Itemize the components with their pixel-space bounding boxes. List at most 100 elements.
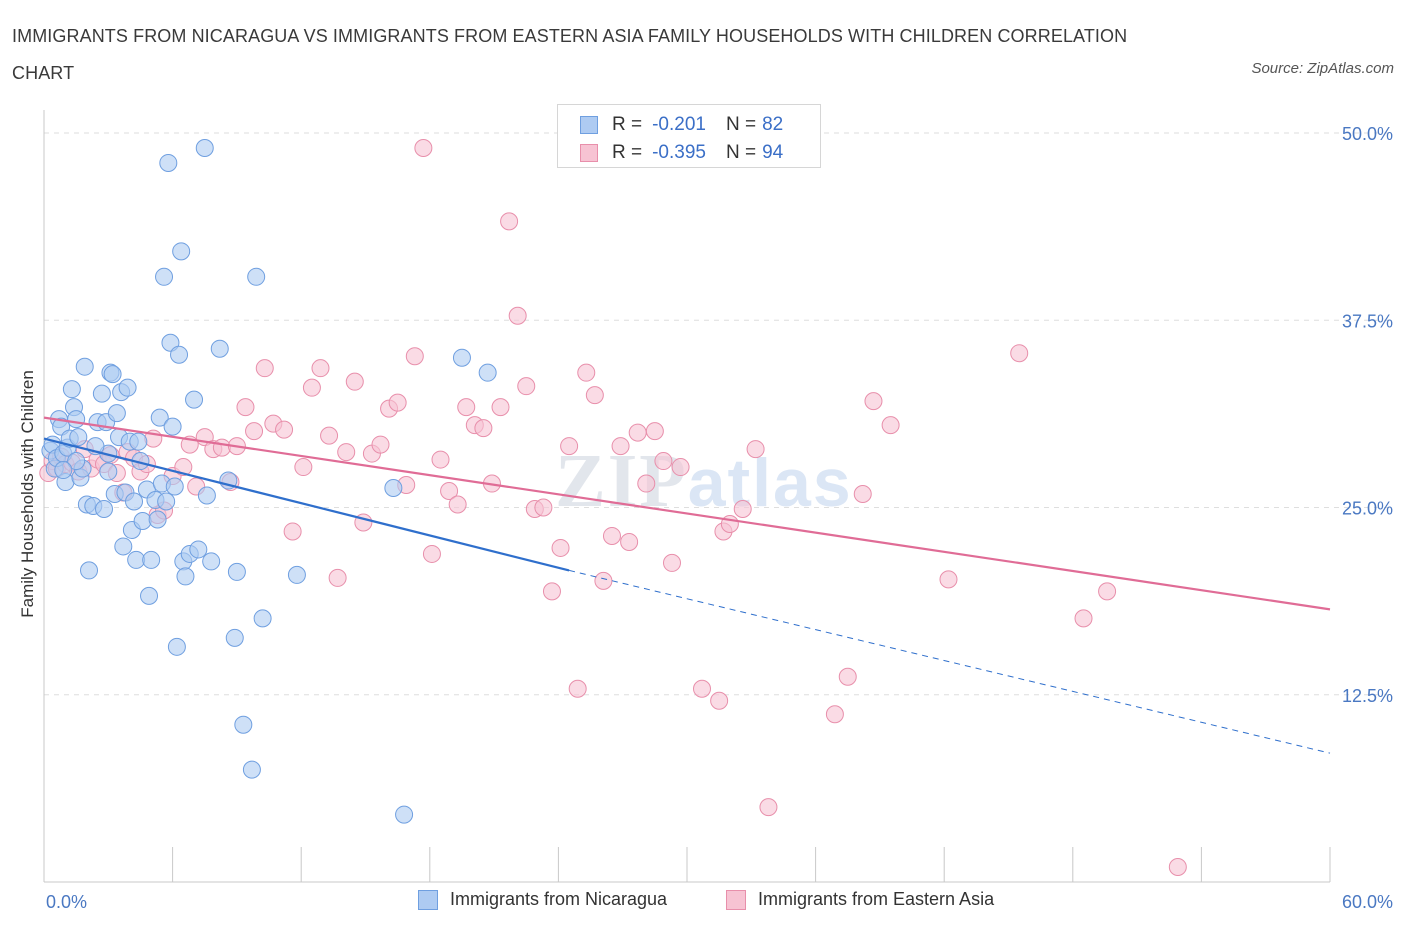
blue-point [247, 267, 266, 286]
y-tick-label: 25.0% [1342, 499, 1393, 519]
blue-point [129, 432, 148, 451]
blue-point [155, 267, 174, 286]
pink-point [474, 419, 493, 438]
blue-point [185, 390, 204, 409]
bottom-legend-label-eastern-asia: Immigrants from Eastern Asia [758, 889, 995, 909]
pink-point [825, 705, 844, 724]
pink-point [328, 568, 347, 587]
blue-trend-extension [568, 569, 1331, 754]
blue-point [148, 510, 167, 529]
pink-point [302, 378, 321, 397]
pink-point [577, 363, 596, 382]
pink-point [853, 485, 872, 504]
pink-point [500, 212, 519, 231]
pink-point [560, 437, 579, 456]
blue-point [125, 492, 144, 511]
blue-point [202, 552, 221, 571]
blue-point [67, 452, 86, 471]
pink-point [733, 499, 752, 518]
pink-point [662, 553, 681, 572]
legend-r-label: R = [612, 142, 643, 163]
chart-title: IMMIGRANTS FROM NICARAGUA VS IMMIGRANTS … [12, 26, 1128, 83]
blue-point [287, 565, 306, 584]
pink-point [275, 420, 294, 439]
pink-point [457, 398, 476, 417]
bottom-legend-label-nicaragua: Immigrants from Nicaragua [450, 889, 668, 909]
blue-point [163, 417, 182, 436]
blue-point [80, 561, 99, 580]
source-label: Source: ZipAtlas.com [1251, 60, 1394, 77]
pink-point [838, 667, 857, 686]
pink-point [405, 347, 424, 366]
pink-point [551, 538, 570, 557]
blue-point [62, 380, 81, 399]
pink-point [174, 458, 193, 477]
legend-r-label: R = [612, 114, 643, 135]
pink-point [422, 544, 441, 563]
blue-point [54, 461, 73, 480]
pink-trend-line [43, 416, 1331, 611]
blue-point [165, 477, 184, 496]
blue-point [92, 384, 111, 403]
blue-point [253, 609, 272, 628]
watermark-atlas: atlas [687, 445, 853, 521]
blue-point [157, 492, 176, 511]
pink-point [431, 450, 450, 469]
pink-point [1074, 609, 1093, 628]
blue-point [127, 550, 146, 569]
blue-point [99, 462, 118, 481]
blue-point [452, 348, 471, 367]
x-tick-label-max: 60.0% [1342, 892, 1393, 912]
pink-point [508, 306, 527, 325]
pink-point [939, 570, 958, 589]
y-tick-label: 12.5% [1342, 686, 1393, 706]
blue-point [172, 242, 191, 261]
pink-point [388, 393, 407, 412]
pink-point [645, 422, 664, 441]
pink-point [236, 398, 255, 417]
pink-point [602, 526, 621, 545]
legend-swatch-pink [580, 144, 598, 162]
legend-n-value: 94 [762, 142, 784, 163]
bottom-legend-eastern-asia: Immigrants from Eastern Asia [726, 889, 994, 910]
blue-point [176, 567, 195, 586]
pink-point [414, 138, 433, 157]
y-tick-label: 50.0% [1342, 124, 1393, 144]
pink-point [542, 582, 561, 601]
blue-point [197, 486, 216, 505]
blue-point [225, 628, 244, 647]
blue-point [189, 540, 208, 559]
pink-point [620, 532, 639, 551]
pink-point [628, 423, 647, 442]
pink-point [585, 386, 604, 405]
blue-point [478, 363, 497, 382]
y-axis-label: Family Households with Children [18, 370, 37, 618]
pink-point [637, 474, 656, 493]
pink-point [255, 359, 274, 378]
legend-swatch-blue [580, 116, 598, 134]
blue-point [103, 365, 122, 384]
bottom-legend-nicaragua: Immigrants from Nicaragua [418, 889, 667, 910]
pink-point [759, 798, 778, 817]
pink-point [517, 377, 536, 396]
legend-r-value: -0.201 [652, 114, 706, 135]
pink-point [1010, 344, 1029, 363]
blue-point [159, 153, 178, 172]
blue-point [395, 805, 414, 824]
pink-point [594, 571, 613, 590]
blue-point [150, 408, 169, 427]
trend-layer [43, 416, 1331, 754]
grid-layer: 12.5% 25.0% 37.5% 50.0% [44, 124, 1393, 706]
correlation-legend: R = -0.201 N = 82 R = -0.395 N = 94 [557, 104, 821, 168]
pink-point [1168, 858, 1187, 877]
y-tick-label: 37.5% [1342, 311, 1393, 331]
pink-point [345, 372, 364, 391]
pink-point [710, 691, 729, 710]
blue-point [133, 511, 152, 530]
pink-point [881, 416, 900, 435]
pink-point [1098, 582, 1117, 601]
legend-r-value: -0.395 [652, 142, 706, 163]
legend-n-label: N = [725, 114, 757, 135]
blue-point [140, 586, 159, 605]
